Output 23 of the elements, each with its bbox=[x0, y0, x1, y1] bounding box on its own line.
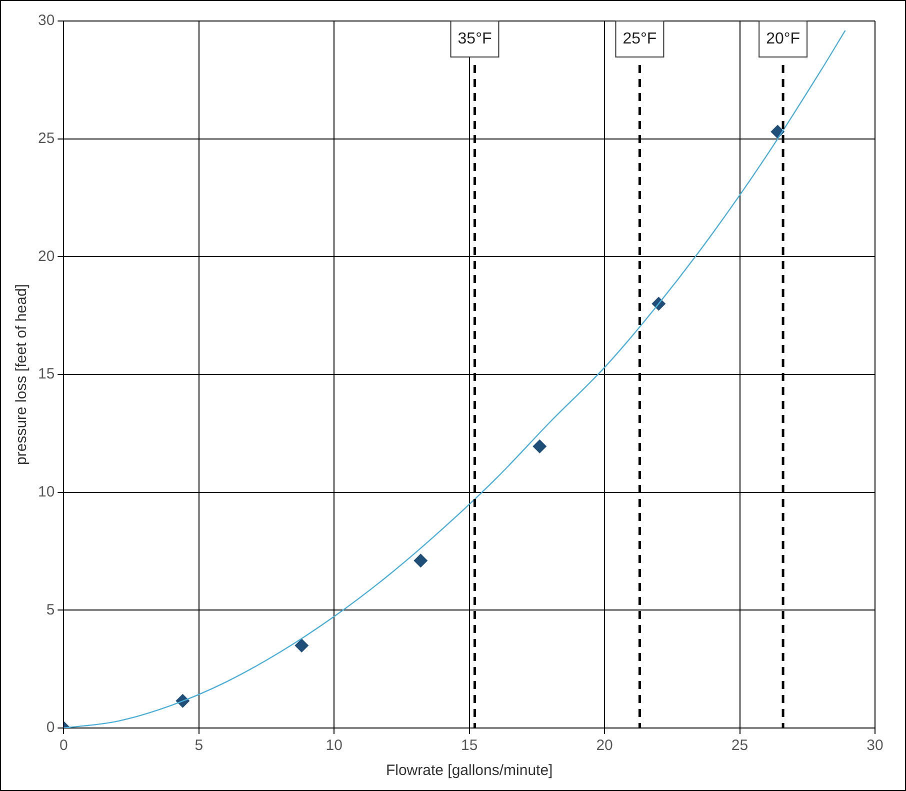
point bbox=[414, 554, 428, 568]
x-tick-label: 30 bbox=[866, 737, 884, 754]
point bbox=[532, 439, 547, 454]
y-tick-label: 5 bbox=[46, 601, 55, 618]
x-tick-label: 0 bbox=[60, 737, 68, 754]
y-axis-title: pressure loss [feet of head] bbox=[13, 284, 30, 465]
y-tick-label: 25 bbox=[38, 130, 55, 147]
x-tick-label: 10 bbox=[326, 737, 342, 754]
y-tick-label: 30 bbox=[38, 12, 55, 30]
y-tick-label: 0 bbox=[46, 719, 55, 736]
y-tick-label: 20 bbox=[38, 248, 55, 265]
y-tick-label: 15 bbox=[38, 366, 55, 383]
x-tick-label: 20 bbox=[596, 737, 613, 754]
point bbox=[294, 638, 309, 653]
line-series bbox=[64, 30, 846, 728]
ref-line-label: 20°F bbox=[766, 30, 800, 48]
x-tick-label: 15 bbox=[461, 737, 478, 754]
x-tick-label: 25 bbox=[731, 737, 748, 754]
y-tick-label: 10 bbox=[38, 483, 55, 500]
x-tick-label: 5 bbox=[194, 737, 204, 754]
ref-line-label: 25°F bbox=[622, 30, 657, 48]
x-axis-title: Flowrate [gallons/minute] bbox=[386, 762, 553, 780]
ref-line-label: 35°F bbox=[458, 30, 492, 48]
